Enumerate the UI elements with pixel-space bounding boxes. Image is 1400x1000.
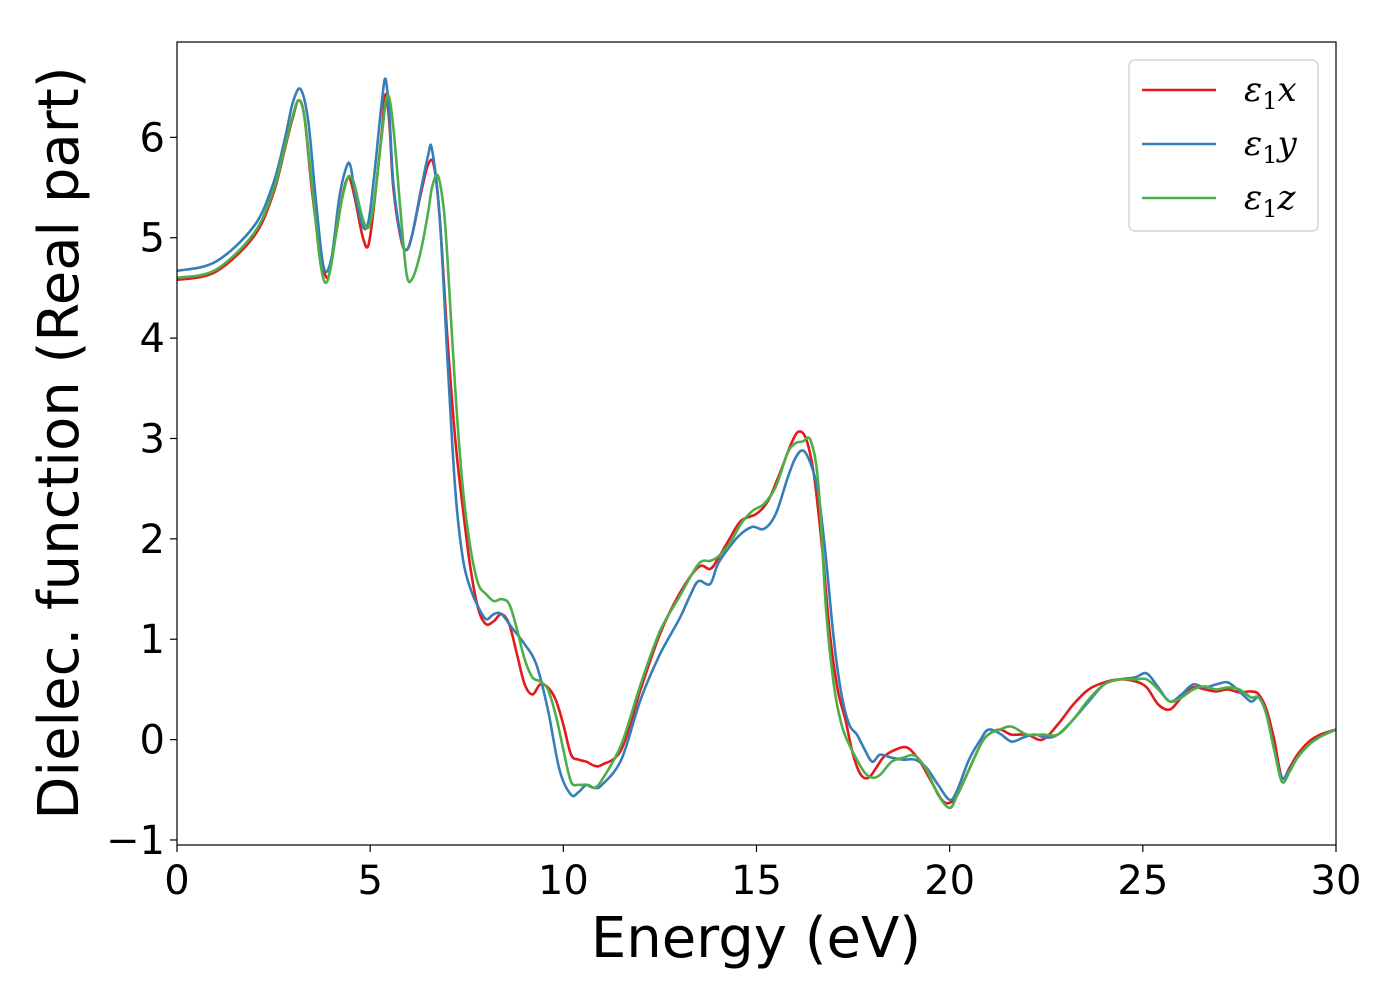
x-tick-label: 10	[538, 858, 589, 904]
legend: ε1x ε1y ε1z	[1128, 59, 1319, 232]
x-tick-label: 20	[924, 858, 975, 904]
x-axis-title: Energy (eV)	[591, 906, 921, 971]
series-line-3	[176, 93, 1337, 810]
y-axis-title: Dielec. function (Real part)	[27, 66, 92, 819]
y-tick-label: 3	[140, 416, 165, 462]
legend-label-2: ε1y	[1244, 124, 1298, 169]
series-layer	[176, 77, 1337, 810]
y-tick-label: 4	[140, 316, 165, 362]
x-tick-label: 30	[1311, 858, 1362, 904]
legend-label-3: ε1z	[1244, 178, 1297, 223]
y-tick-label: 6	[140, 115, 165, 161]
y-tick-label: 0	[140, 718, 165, 764]
y-tick-label: −1	[106, 818, 165, 864]
y-tick-label: 2	[140, 517, 165, 563]
legend-label-1: ε1x	[1244, 70, 1297, 115]
x-tick-label: 5	[357, 858, 382, 904]
y-tick-label: 1	[140, 617, 165, 663]
series-line-2	[176, 77, 1337, 802]
legend-frame	[1128, 59, 1319, 232]
x-axis: 0 5 10 15 20 25 30	[164, 845, 1361, 904]
y-axis: −1 0 1 2 3 4 5 6	[106, 115, 177, 864]
x-tick-label: 15	[731, 858, 782, 904]
x-tick-label: 0	[164, 858, 189, 904]
y-tick-label: 5	[140, 216, 165, 262]
x-tick-label: 25	[1117, 858, 1168, 904]
